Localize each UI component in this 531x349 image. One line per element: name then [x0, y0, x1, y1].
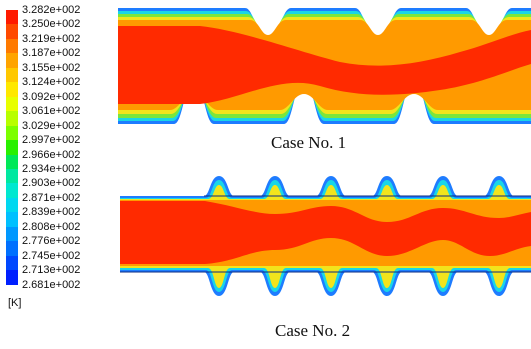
case-1-contour — [118, 8, 531, 124]
colorbar-tick-label: 2.839e+002 — [22, 206, 81, 219]
colorbar-tick-label: 3.029e+002 — [22, 119, 81, 132]
colorbar-swatch — [6, 67, 18, 83]
colorbar-swatch — [6, 241, 18, 257]
colorbar-unit-label: [K] — [8, 297, 22, 309]
colorbar-tick-label: 3.061e+002 — [22, 105, 81, 118]
colorbar-tick-label: 2.681e+002 — [22, 278, 81, 291]
colorbar-swatch — [6, 10, 18, 25]
case-1-core-red — [118, 26, 531, 104]
colorbar-tick-label: 2.871e+002 — [22, 191, 81, 204]
colorbar-swatch — [6, 38, 18, 54]
colorbar-swatch — [6, 125, 18, 141]
colorbar-swatch — [6, 24, 18, 40]
colorbar-tick-label: 2.776e+002 — [22, 235, 81, 248]
colorbar-swatch — [6, 168, 18, 184]
colorbar-swatch — [6, 183, 18, 199]
colorbar-tick-label: 2.966e+002 — [22, 148, 81, 161]
colorbar-tick-label: 2.997e+002 — [22, 134, 81, 147]
colorbar-tick-label: 2.808e+002 — [22, 220, 81, 233]
colorbar-tick-label: 3.155e+002 — [22, 61, 81, 74]
colorbar-tick-label: 3.282e+002 — [22, 4, 81, 16]
case-2-core-red — [120, 201, 531, 264]
colorbar-tick-label: 3.219e+002 — [22, 32, 81, 45]
colorbar-swatch — [6, 154, 18, 170]
temperature-colorbar: 3.282e+002 3.250e+002 3.219e+002 3.187e+002… — [6, 5, 106, 305]
colorbar-tick-label: 2.713e+002 — [22, 264, 81, 277]
colorbar-swatch — [6, 82, 18, 98]
colorbar-tick-label: 2.934e+002 — [22, 162, 81, 175]
colorbar-tick-label: 3.092e+002 — [22, 90, 81, 103]
colorbar-swatch — [6, 53, 18, 69]
colorbar-tick-label: 3.187e+002 — [22, 47, 81, 60]
colorbar-swatch — [6, 270, 18, 286]
colorbar-tick-label: 3.124e+002 — [22, 76, 81, 89]
colorbar-swatch — [6, 96, 18, 112]
case-1-caption: Case No. 1 — [271, 133, 347, 152]
colorbar-tick-label: 2.745e+002 — [22, 249, 81, 262]
colorbar-swatch — [6, 140, 18, 155]
case-2-caption: Case No. 2 — [275, 321, 351, 340]
colorbar-tick-label: 2.903e+002 — [22, 177, 81, 190]
colorbar-swatch — [6, 197, 18, 213]
colorbar-swatch — [6, 255, 18, 271]
case-2-contour — [120, 176, 531, 296]
colorbar-swatch — [6, 111, 18, 127]
colorbar-tick-label: 3.250e+002 — [22, 18, 81, 31]
colorbar-swatch — [6, 226, 18, 242]
colorbar-swatch — [6, 212, 18, 228]
